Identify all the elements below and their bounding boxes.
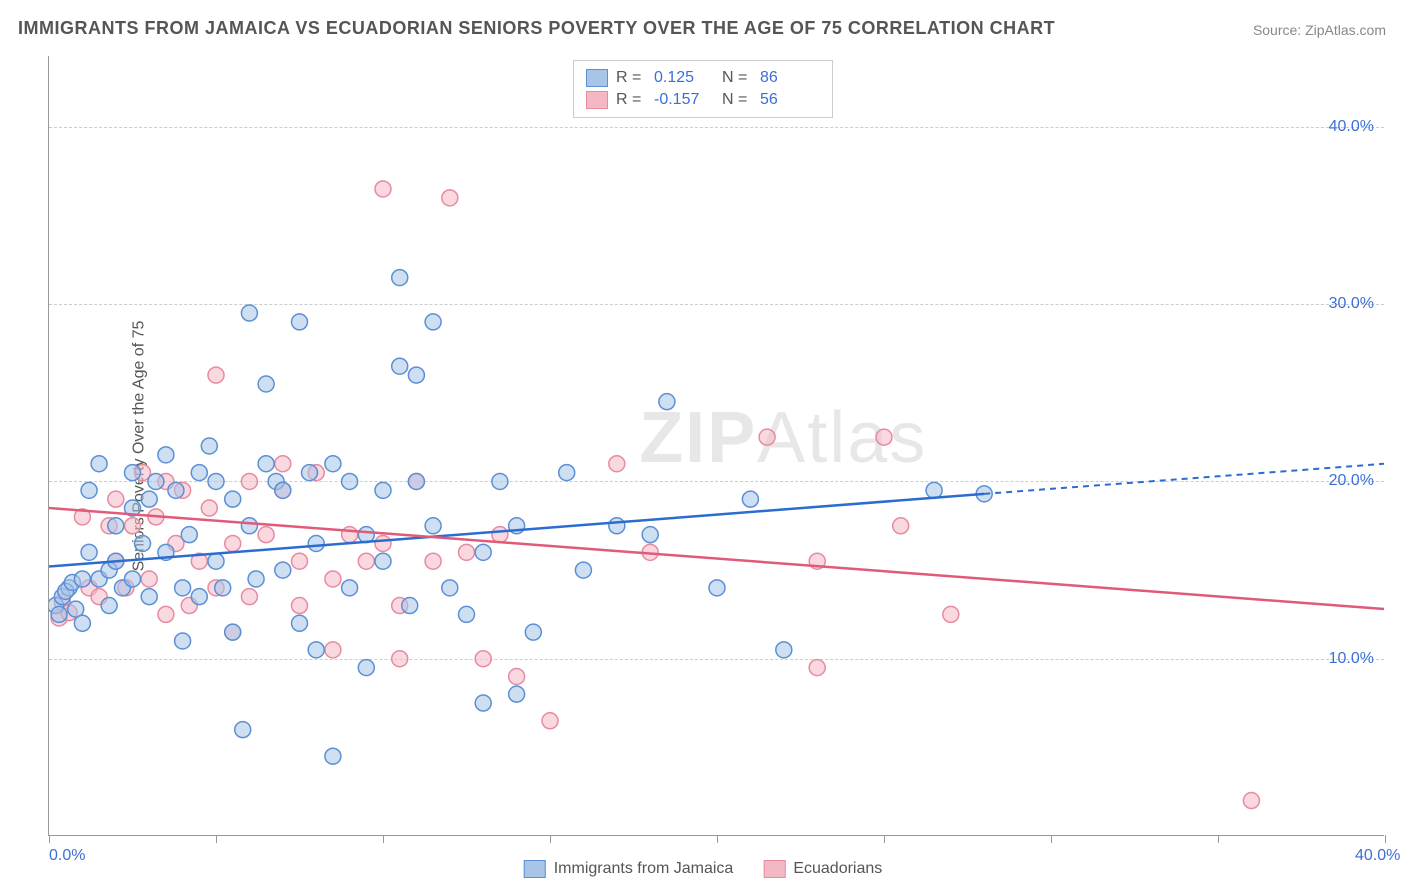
legend-correlation: R = 0.125 N = 86 R = -0.157 N = 56 xyxy=(573,60,833,118)
n-label: N = xyxy=(722,69,752,87)
x-tick xyxy=(1051,835,1052,843)
x-tick-label: 0.0% xyxy=(49,847,85,865)
r-value-1: -0.157 xyxy=(654,91,714,109)
legend-label-1: Ecuadorians xyxy=(793,860,882,878)
x-tick-label: 40.0% xyxy=(1355,847,1400,865)
legend-row-series-0: R = 0.125 N = 86 xyxy=(586,67,820,89)
x-tick xyxy=(717,835,718,843)
x-tick xyxy=(1218,835,1219,843)
swatch-series-0 xyxy=(524,860,546,878)
swatch-series-0 xyxy=(586,69,608,87)
legend-row-series-1: R = -0.157 N = 56 xyxy=(586,89,820,111)
chart-plot-area: ZIPAtlas 10.0%20.0%30.0%40.0%0.0%40.0% xyxy=(48,56,1384,836)
r-value-0: 0.125 xyxy=(654,69,714,87)
n-label: N = xyxy=(722,91,752,109)
legend-item-1: Ecuadorians xyxy=(763,860,882,878)
n-value-0: 86 xyxy=(760,69,820,87)
n-value-1: 56 xyxy=(760,91,820,109)
x-tick xyxy=(216,835,217,843)
swatch-series-1 xyxy=(763,860,785,878)
scatter-svg xyxy=(49,56,1384,835)
legend-label-0: Immigrants from Jamaica xyxy=(554,860,734,878)
legend-item-0: Immigrants from Jamaica xyxy=(524,860,734,878)
chart-title: IMMIGRANTS FROM JAMAICA VS ECUADORIAN SE… xyxy=(18,18,1055,39)
r-label: R = xyxy=(616,91,646,109)
swatch-series-1 xyxy=(586,91,608,109)
x-tick xyxy=(383,835,384,843)
x-tick xyxy=(550,835,551,843)
x-tick xyxy=(49,835,50,843)
x-tick xyxy=(884,835,885,843)
legend-series: Immigrants from Jamaica Ecuadorians xyxy=(524,860,883,878)
source-label: Source: ZipAtlas.com xyxy=(1253,22,1386,38)
x-tick xyxy=(1385,835,1386,843)
r-label: R = xyxy=(616,69,646,87)
